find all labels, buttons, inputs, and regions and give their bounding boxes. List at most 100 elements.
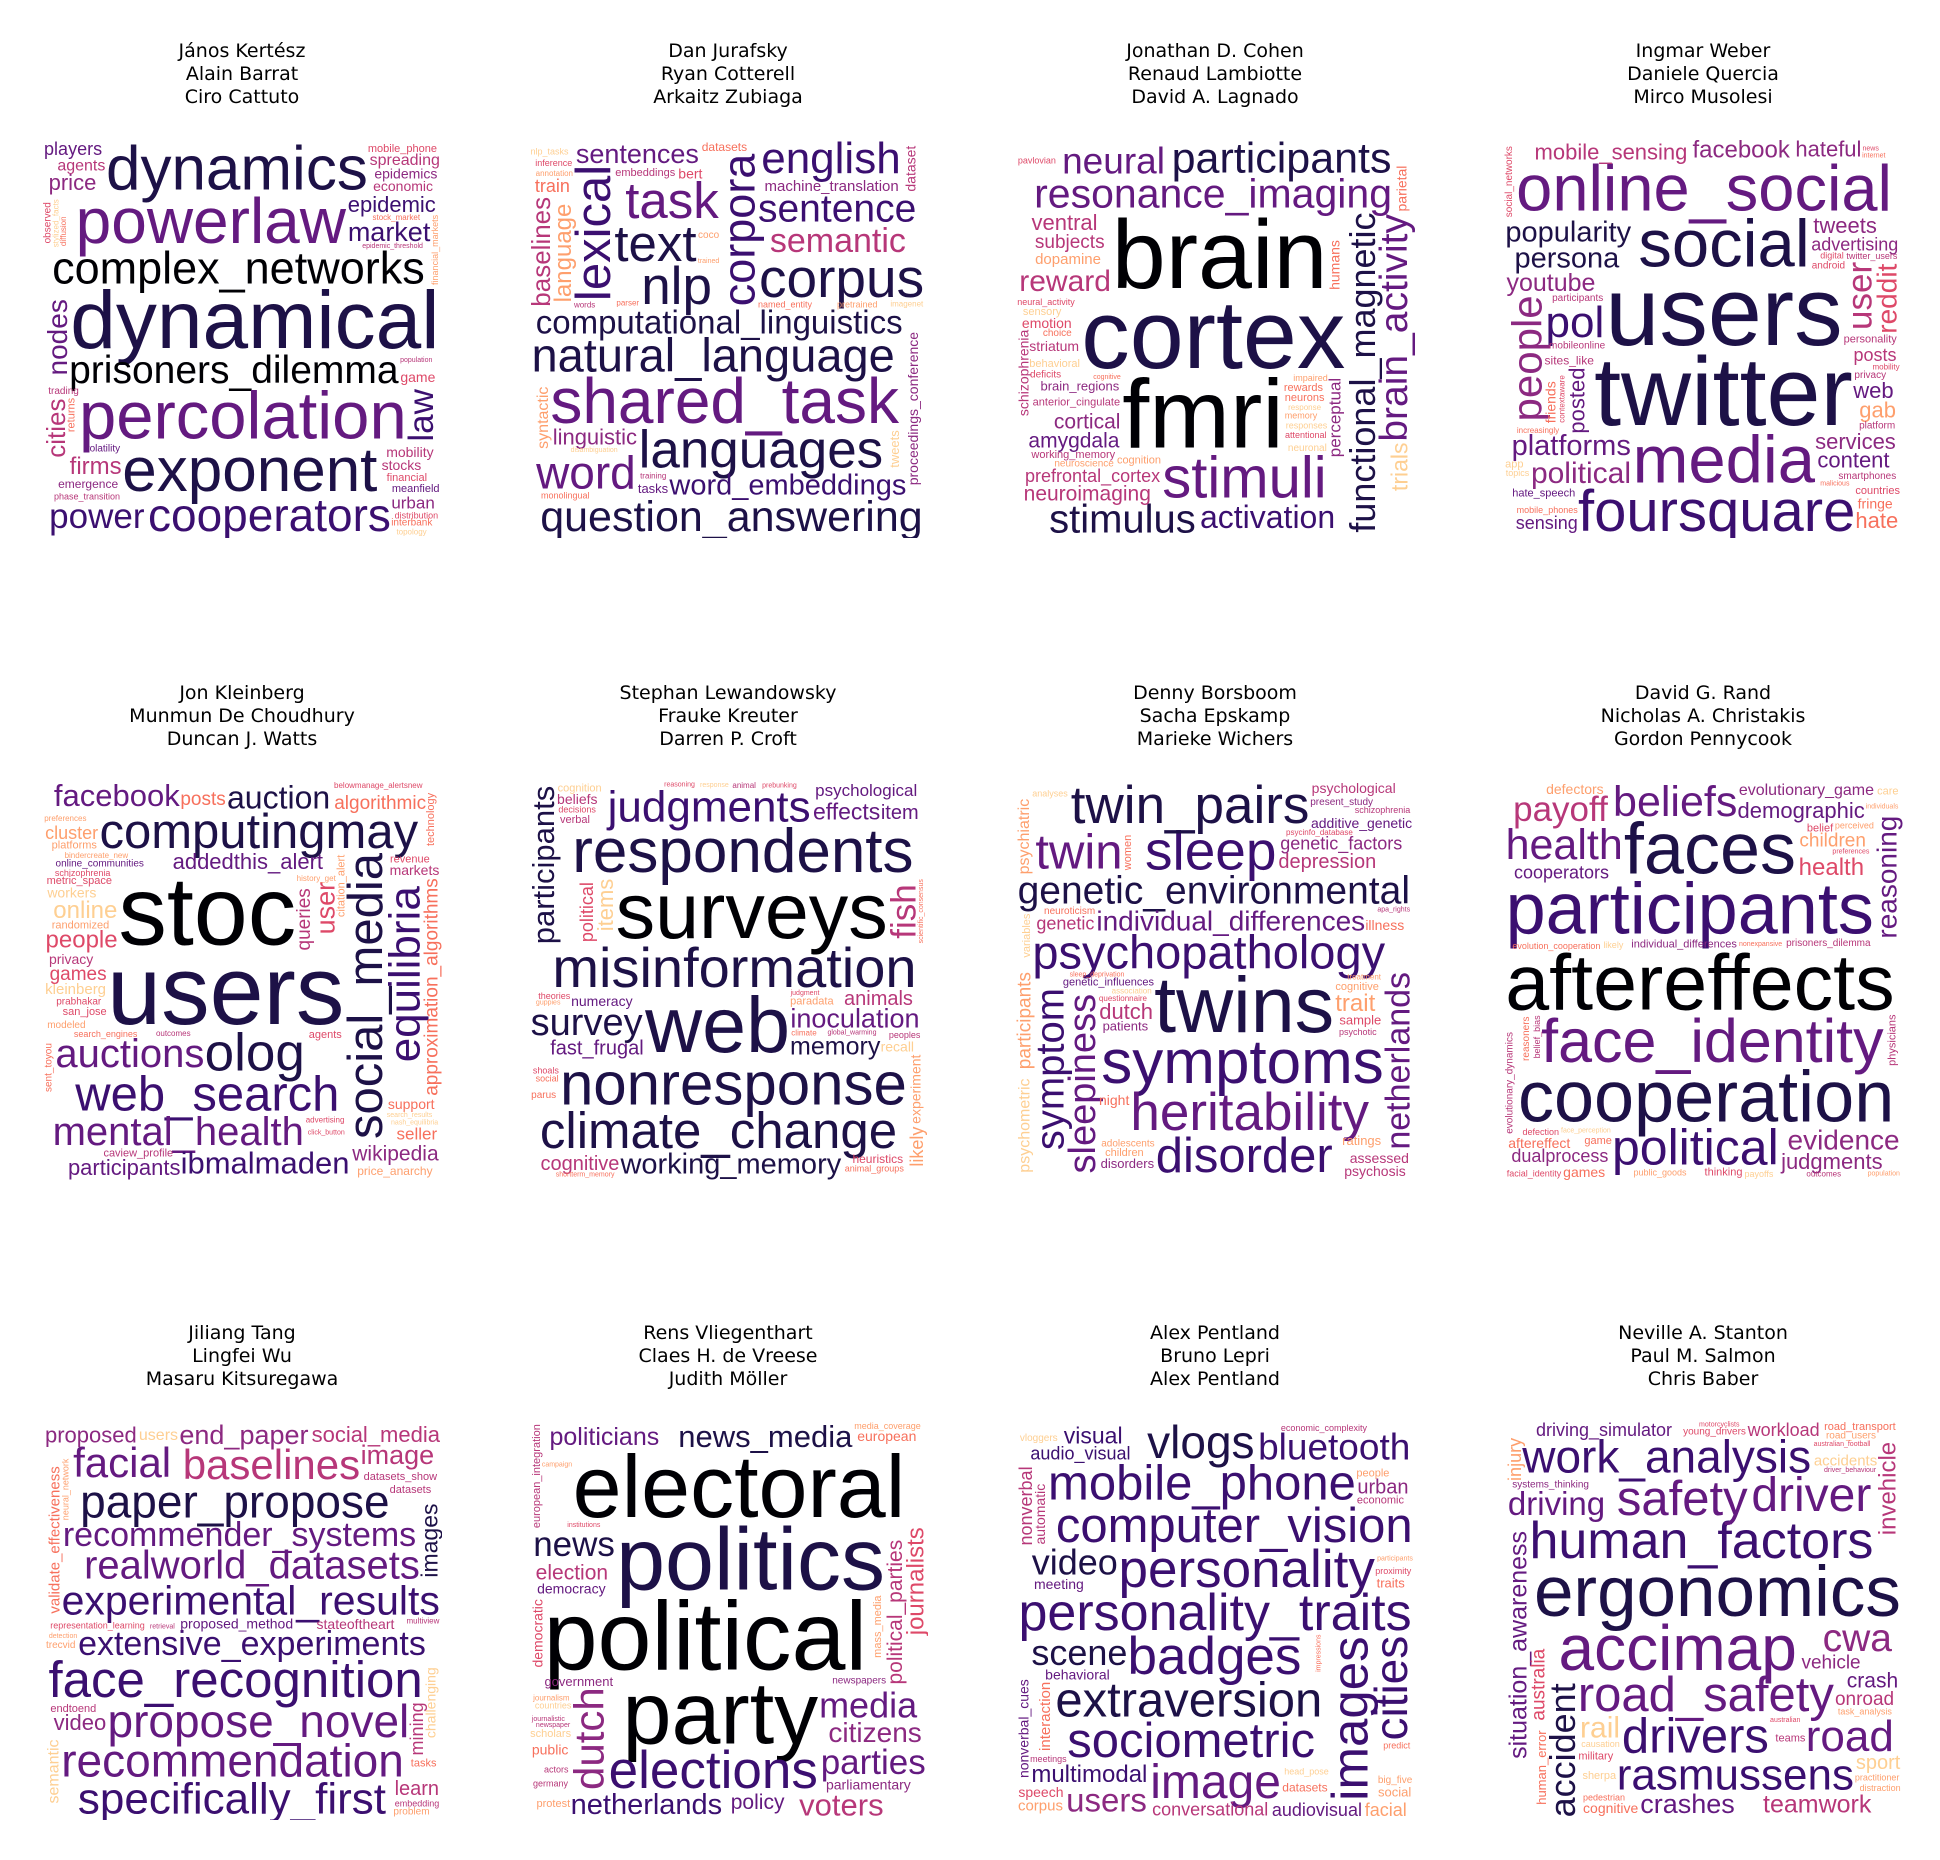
word: actors <box>544 1764 569 1774</box>
word: neural_activity <box>1017 297 1075 307</box>
wordcloud-panel: Ingmar Weber Daniele Quercia Mirco Musoles… <box>1503 40 1903 540</box>
word: ventral <box>1032 210 1098 235</box>
wordcloud-panel: Denny Borsboom Sacha Epskamp Marieke Wiche… <box>1015 682 1415 1182</box>
word-cloud: political politics party electoral elections… <box>528 1420 928 1820</box>
word: users <box>1605 257 1842 366</box>
word: cognitive <box>1335 981 1378 993</box>
word: complex_networks <box>52 242 425 293</box>
word: social <box>1378 1784 1411 1799</box>
word: participants <box>1377 1556 1413 1563</box>
author-name: Masaru Kitsuregawa <box>145 1368 339 1390</box>
word: assessed <box>1350 1150 1409 1166</box>
word: shortterm_memory <box>556 1172 615 1179</box>
word-cloud: aftereffects face_identity participants coo… <box>1503 780 1903 1180</box>
word: sample <box>1339 1013 1381 1028</box>
author-name: Renaud Lambiotte <box>1127 63 1303 85</box>
panel-title: David G. Rand Nicholas A. Christakis Gordo… <box>1503 682 1903 751</box>
word: facial <box>73 1439 171 1486</box>
word: fish <box>884 884 923 938</box>
wordcloud-panel: János Kertész Alain Barrat Ciro Cattuto dyn… <box>42 40 442 540</box>
word: likely <box>1603 940 1624 950</box>
word: nonexpansive <box>1739 941 1782 948</box>
word: bluetooth <box>1258 1427 1410 1468</box>
word: facebook <box>54 780 180 813</box>
word: corpus <box>1018 1797 1063 1814</box>
word: preferences <box>1832 848 1869 855</box>
word: web_search <box>74 1068 339 1122</box>
word: interaction <box>1037 1682 1054 1751</box>
word: resonance_imaging <box>1034 171 1392 217</box>
word: content <box>1817 448 1889 473</box>
word: languages <box>639 421 884 480</box>
word: stocks <box>382 457 422 473</box>
word: english <box>761 138 900 183</box>
author-name: Paul M. Salmon <box>1630 1345 1776 1367</box>
word: disambiguation <box>571 447 618 454</box>
word: genetic_influences <box>1063 977 1155 989</box>
word: web <box>644 980 790 1069</box>
word-cloud: natural_language shared_task computational… <box>528 138 928 538</box>
word: government <box>544 1674 613 1689</box>
word: text <box>614 215 696 272</box>
word: platforms <box>52 839 98 851</box>
word-cloud-svg: politicalpoliticspartyelectoralelections… <box>529 1420 928 1820</box>
word: sport <box>1856 1752 1901 1774</box>
word: disorders <box>1101 1156 1155 1171</box>
word: embeddings <box>615 167 675 179</box>
word: human_error <box>1534 1730 1549 1805</box>
word: news <box>533 1525 615 1564</box>
word: social_media <box>339 852 393 1139</box>
word: cooperators <box>1514 862 1609 882</box>
word: driving_simulator <box>1536 1420 1672 1441</box>
word: click_button <box>308 1129 345 1136</box>
word: personality <box>1119 1540 1376 1599</box>
word: amygdala <box>1028 430 1119 453</box>
word: images <box>416 1503 442 1577</box>
word: campaign <box>542 1462 572 1469</box>
word: datasets <box>1282 1780 1327 1794</box>
word: auction <box>227 780 330 816</box>
word: trading <box>48 386 79 397</box>
word: psychometric <box>1017 1078 1034 1172</box>
word: dynamics <box>106 138 368 204</box>
word-cloud: misinformation web surveys respondents nonre… <box>528 780 928 1180</box>
author-name: Jonathan D. Cohen <box>1126 40 1304 62</box>
word: behavioral <box>1045 1666 1110 1682</box>
word: pol <box>1546 298 1605 347</box>
word: monolingual <box>541 491 590 501</box>
word: distraction <box>1860 1783 1901 1793</box>
word: participants <box>68 1155 181 1180</box>
word: working_memory <box>619 1149 841 1180</box>
word: visual <box>1064 1422 1123 1448</box>
word: representation_learning <box>50 1621 145 1631</box>
word: rewards <box>1284 382 1324 394</box>
word: end_paper <box>179 1420 308 1450</box>
word: schizophrenia <box>1015 329 1031 416</box>
word: survey <box>531 1002 643 1044</box>
word: onroad <box>1835 1689 1894 1710</box>
word: big_five <box>1378 1775 1413 1786</box>
word: psychopathology <box>1032 926 1385 979</box>
word: climate <box>791 1028 817 1037</box>
word: mental_health <box>53 1110 304 1154</box>
word: children <box>1105 1147 1144 1159</box>
word: humans <box>1327 240 1343 290</box>
word: population <box>400 357 432 364</box>
word: task <box>625 172 719 229</box>
word: sites_like <box>1545 353 1595 367</box>
word: exponent <box>122 436 377 505</box>
word: trait <box>1335 990 1375 1017</box>
word: rail <box>1580 1711 1620 1744</box>
panel-title: Ingmar Weber Daniele Quercia Mirco Musoles… <box>1503 40 1903 109</box>
word: train <box>535 176 570 196</box>
word: accimap <box>1559 1612 1797 1684</box>
word: tweets <box>887 430 902 468</box>
word: brain_regions <box>1040 379 1119 394</box>
author-name: Arkaitz Zubiaga <box>653 86 803 108</box>
word: verbal <box>560 814 590 826</box>
word: games <box>50 964 107 985</box>
word: european <box>857 1428 916 1444</box>
word: financial <box>387 472 427 484</box>
word: meeting <box>1034 1576 1084 1592</box>
